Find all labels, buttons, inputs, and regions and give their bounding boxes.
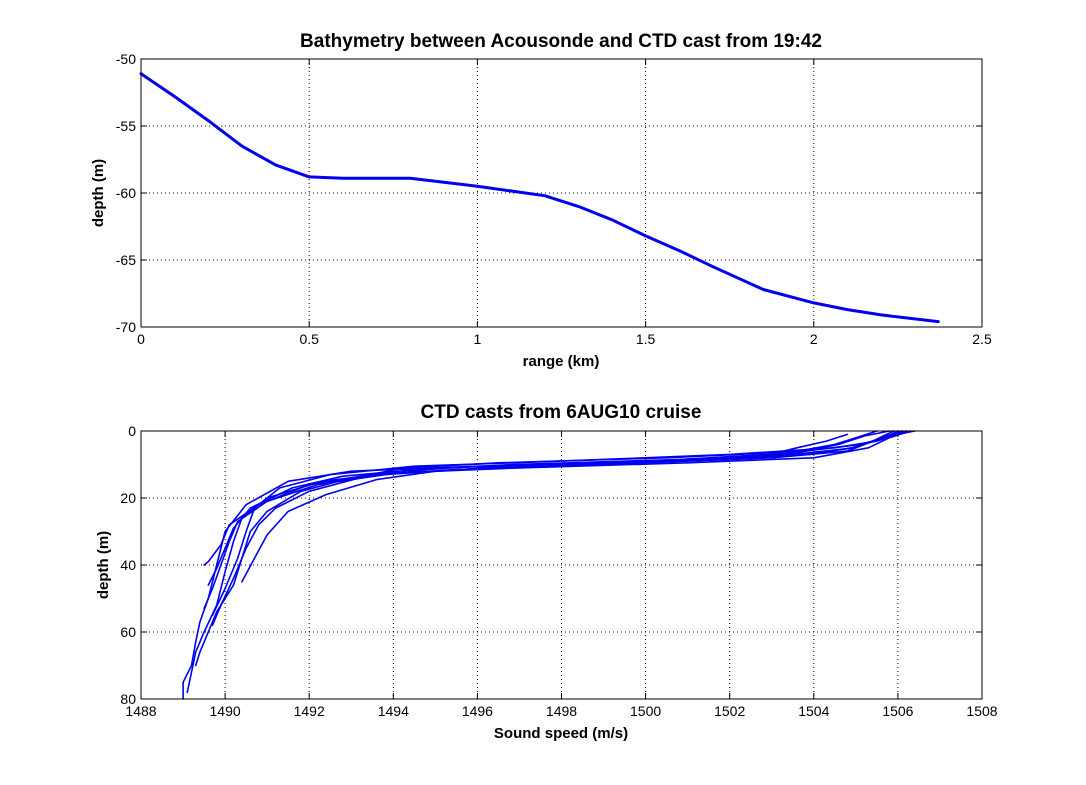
ctd-y-axis-label: depth (m)	[95, 531, 112, 599]
ctd-series	[182, 430, 916, 700]
bathymetry-axes-frame	[140, 58, 983, 328]
bathymetry-series-line-1	[139, 72, 940, 324]
bathymetry-chart-title: Bathymetry between Acousonde and CTD cas…	[300, 31, 822, 52]
ctd-grid	[141, 431, 982, 699]
ctd-y-tick-label: 0	[128, 423, 136, 439]
ctd-series-line-9	[203, 433, 849, 610]
bathymetry-y-tick-label: -70	[116, 319, 136, 335]
ctd-chart-title: CTD casts from 6AUG10 cruise	[421, 402, 702, 423]
bathymetry-x-tick-label: 1	[474, 331, 482, 347]
ctd-x-tick-label: 1492	[294, 703, 325, 719]
bathymetry-y-tick-label: -55	[116, 118, 136, 134]
ctd-axes-frame	[140, 430, 983, 700]
bathymetry-y-tick-label: -50	[116, 51, 136, 67]
ctd-x-tick-label: 1506	[882, 703, 913, 719]
ctd-chart: CTD casts from 6AUG10 cruise 1488 1490 149…	[95, 402, 998, 742]
bathymetry-x-tick-label: 0	[137, 331, 145, 347]
ctd-x-tick-label: 1504	[798, 703, 829, 719]
ctd-series-line-1	[182, 430, 903, 700]
ctd-x-axis-label: Sound speed (m/s)	[494, 725, 628, 742]
bathymetry-y-tick-label: -65	[116, 252, 136, 268]
ctd-y-tick-label: 40	[120, 557, 136, 573]
bathymetry-y-tick-label: -60	[116, 185, 136, 201]
ctd-x-tick-label: 1502	[714, 703, 745, 719]
bathymetry-y-axis-label: depth (m)	[90, 159, 107, 227]
bathymetry-grid	[141, 59, 982, 327]
ctd-series-line-6	[207, 430, 878, 586]
bathymetry-x-tick-label: 2.5	[972, 331, 992, 347]
ctd-x-tick-label: 1496	[462, 703, 493, 719]
bathymetry-series	[139, 72, 940, 324]
bathymetry-x-axis-label: range (km)	[523, 353, 600, 370]
bathymetry-x-tick-label: 0.5	[299, 331, 319, 347]
bathymetry-ticks: 0 0.5 1 1.5 2 2.5 -70 -65 -60 -55 -50	[116, 51, 992, 347]
ctd-x-tick-label: 1498	[546, 703, 577, 719]
ctd-ticks: 1488 1490 1492 1494 1496 1498 1500 1502 1504 1506…	[120, 423, 997, 719]
ctd-x-tick-label: 1500	[630, 703, 661, 719]
bathymetry-chart: Bathymetry between Acousonde and CTD cas…	[90, 31, 992, 370]
ctd-y-tick-label: 60	[120, 624, 136, 640]
ctd-x-tick-label: 1490	[210, 703, 241, 719]
ctd-y-tick-label: 80	[120, 691, 136, 707]
ctd-x-tick-label: 1494	[378, 703, 409, 719]
ctd-y-tick-label: 20	[120, 490, 136, 506]
ctd-x-tick-label: 1488	[125, 703, 156, 719]
ctd-x-tick-label: 1508	[966, 703, 997, 719]
bathymetry-x-tick-label: 1.5	[636, 331, 656, 347]
bathymetry-x-tick-label: 2	[810, 331, 818, 347]
